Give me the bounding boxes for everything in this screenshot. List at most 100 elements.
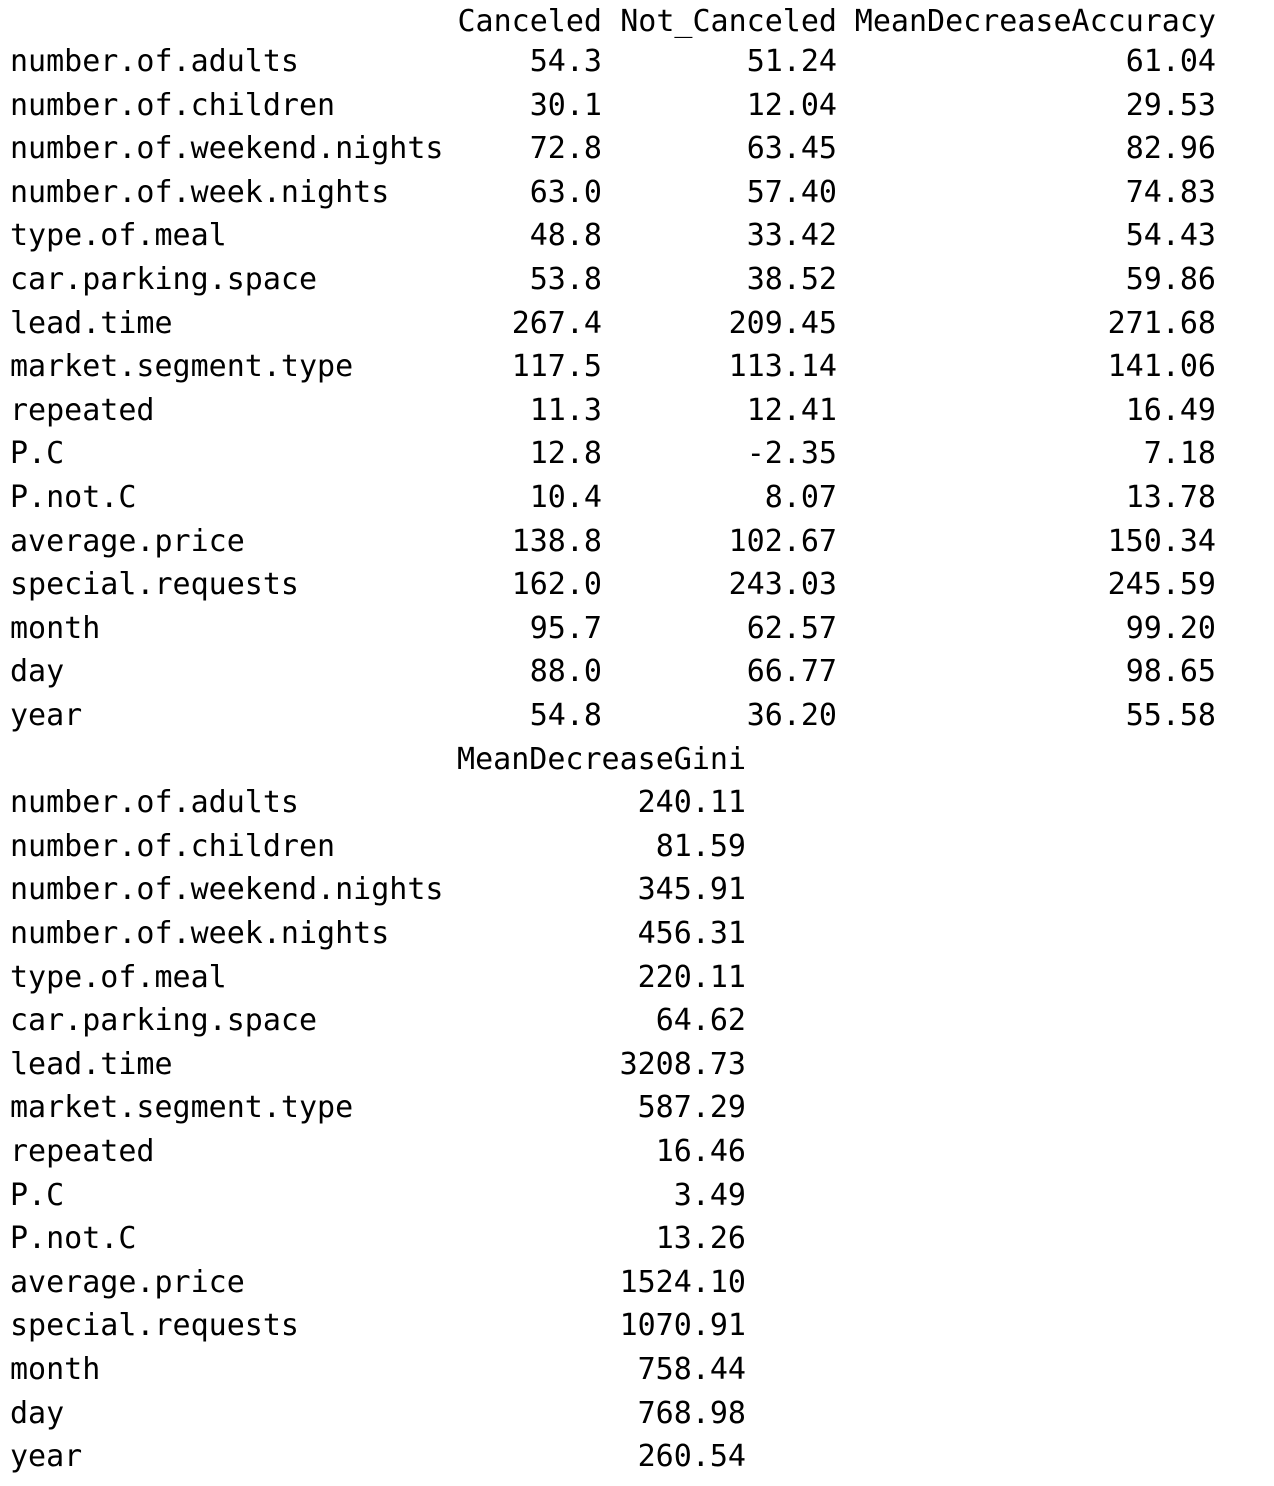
row-label: number.of.weekend.nights: [10, 131, 444, 167]
row-label: P.C: [10, 1177, 65, 1213]
table-cell: 10.4: [529, 480, 602, 515]
row-label: month: [10, 1352, 101, 1387]
table-cell: 587.29: [637, 1090, 746, 1126]
table-row: number.of.children 30.1 12.04 29.53: [0, 84, 1274, 128]
table-row: special.requests 1070.91: [0, 1304, 1274, 1348]
table-cell: 48.8: [529, 218, 602, 254]
row-label: month: [10, 610, 101, 646]
table-row: average.price 1524.10: [0, 1261, 1274, 1305]
table-cell: 345.91: [637, 872, 746, 908]
table-row: car.parking.space 64.62: [0, 999, 1274, 1043]
table-cell: 30.1: [529, 87, 602, 123]
row-label: number.of.adults: [10, 44, 299, 79]
table-cell: 99.20: [1125, 610, 1216, 646]
table-cell: 271.68: [1107, 305, 1216, 341]
row-label: P.C: [10, 436, 65, 472]
table-row: day 768.98: [0, 1392, 1274, 1436]
table-row: type.of.meal 220.11: [0, 956, 1274, 1000]
table-cell: 1524.10: [619, 1264, 746, 1300]
row-label: special.requests: [10, 567, 299, 603]
table-cell: 162.0: [511, 567, 602, 603]
row-label: number.of.week.nights: [10, 916, 390, 951]
row-label: repeated: [10, 1134, 155, 1169]
header-canceled: Canceled: [457, 4, 603, 39]
row-label: day: [10, 654, 65, 690]
table-cell: 95.7: [529, 610, 602, 646]
table-cell: 12.8: [529, 436, 602, 472]
table-cell: 38.52: [746, 262, 837, 297]
row-label: type.of.meal: [10, 959, 227, 995]
row-label: P.not.C: [10, 1221, 137, 1257]
table-cell: 8.07: [764, 480, 837, 515]
table-row: number.of.week.nights 456.31: [0, 912, 1274, 956]
table-cell: 243.03: [728, 567, 837, 603]
table-cell: 12.04: [746, 87, 837, 123]
table-cell: 54.3: [529, 44, 602, 79]
table-row: P.not.C 13.26: [0, 1217, 1274, 1261]
table2-header-row: MeanDecreaseGini: [0, 738, 1274, 782]
table-row: special.requests 162.0 243.03 245.59: [0, 563, 1274, 607]
table-cell: 57.40: [746, 174, 837, 210]
table-row: type.of.meal 48.8 33.42 54.43: [0, 214, 1274, 258]
row-label: car.parking.space: [10, 262, 318, 297]
table-cell: 62.57: [746, 610, 837, 646]
table-cell: -2.35: [746, 436, 837, 472]
table-cell: 61.04: [1125, 44, 1216, 79]
table-cell: 81.59: [655, 828, 746, 864]
table-row: market.segment.type 117.5 113.14 141.06: [0, 345, 1274, 389]
row-label: year: [10, 1439, 83, 1475]
table-cell: 64.62: [655, 1003, 746, 1039]
row-label: market.segment.type: [10, 1090, 354, 1126]
next-output-partial: [104, 1474, 122, 1486]
table-row: lead.time 3208.73: [0, 1043, 1274, 1087]
table-cell: 66.77: [746, 654, 837, 690]
header-mean-decrease-accuracy: MeanDecreaseAccuracy: [854, 4, 1216, 39]
table-cell: 72.8: [529, 131, 602, 167]
table-cell: 54.43: [1125, 218, 1216, 254]
row-label: number.of.children: [10, 828, 336, 864]
row-label: market.segment.type: [10, 349, 354, 385]
table-cell: 267.4: [511, 305, 602, 341]
table-row: P.not.C 10.4 8.07 13.78: [0, 476, 1274, 520]
table-cell: 138.8: [511, 523, 602, 559]
table-cell: 102.67: [728, 523, 837, 559]
header-not-canceled: Not_Canceled: [620, 4, 837, 39]
table-cell: 113.14: [728, 349, 837, 385]
table-row: repeated 11.3 12.41 16.49: [0, 389, 1274, 433]
row-label: number.of.week.nights: [10, 174, 390, 210]
table-row: number.of.children 81.59: [0, 825, 1274, 869]
table1-header-row: Canceled Not_Canceled MeanDecreaseAccura…: [0, 0, 1274, 44]
row-label: number.of.weekend.nights: [10, 872, 444, 908]
table-cell: 98.65: [1125, 654, 1216, 690]
table-cell: 16.46: [655, 1134, 746, 1169]
table-cell: 36.20: [746, 698, 837, 733]
table-row: average.price 138.8 102.67 150.34: [0, 520, 1274, 564]
table-cell: 3.49: [673, 1177, 746, 1213]
row-label: special.requests: [10, 1308, 299, 1344]
row-label: number.of.adults: [10, 785, 299, 821]
table-cell: 54.8: [529, 698, 602, 733]
table-cell: 88.0: [529, 654, 602, 690]
table-row: number.of.weekend.nights 72.8 63.45 82.96: [0, 127, 1274, 171]
row-label: P.not.C: [10, 480, 137, 515]
table-cell: 141.06: [1107, 349, 1216, 385]
table-cell: 63.0: [529, 174, 602, 210]
table-row: P.C 3.49: [0, 1174, 1274, 1218]
table-cell: 456.31: [637, 916, 746, 951]
table-cell: 74.83: [1125, 174, 1216, 210]
row-label: number.of.children: [10, 87, 336, 123]
table-cell: 768.98: [637, 1395, 746, 1431]
row-label: repeated: [10, 392, 155, 428]
table-cell: 55.58: [1125, 698, 1216, 733]
table-cell: 82.96: [1125, 131, 1216, 167]
table-cell: 117.5: [511, 349, 602, 385]
table-row: day 88.0 66.77 98.65: [0, 650, 1274, 694]
table-cell: 220.11: [637, 959, 746, 995]
table-cell: 33.42: [746, 218, 837, 254]
table-cell: 11.3: [529, 392, 602, 428]
table-row: number.of.adults 54.3 51.24 61.04: [0, 40, 1274, 84]
row-label: year: [10, 698, 83, 733]
table-cell: 245.59: [1107, 567, 1216, 603]
table-row: car.parking.space 53.8 38.52 59.86: [0, 258, 1274, 302]
table-row: month 758.44: [0, 1348, 1274, 1392]
